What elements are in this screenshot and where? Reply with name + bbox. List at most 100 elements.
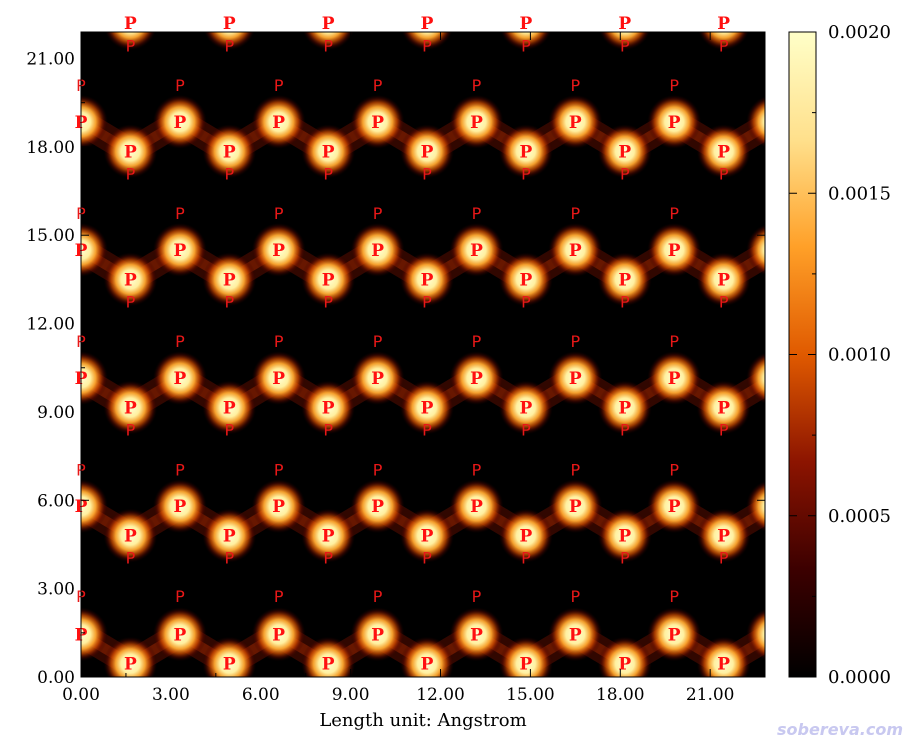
density-peak (203, 32, 255, 51)
atom-label-projected: P (422, 421, 432, 440)
density-peak (301, 252, 356, 307)
atom-label: P (124, 142, 137, 162)
density-peak (401, 32, 453, 51)
atom-label-projected: P (274, 460, 284, 479)
atom-label-projected: P (373, 332, 383, 351)
density-peak (449, 479, 504, 534)
atom-label: P (272, 369, 285, 389)
atom-label: P (421, 270, 434, 290)
atom-label-projected: P (472, 76, 482, 95)
atom-label: P (717, 527, 730, 547)
density-peak (696, 124, 751, 179)
atom-label: P (124, 655, 137, 675)
density-peak (597, 124, 652, 179)
density-peak (647, 94, 702, 149)
atom-label: P (322, 527, 335, 547)
density-peak (81, 479, 108, 534)
atom-label-projected: P (620, 549, 630, 568)
atom-label-projected: P (373, 460, 383, 479)
density-peak (152, 351, 207, 406)
atom-label: P (421, 527, 434, 547)
density-peak (350, 607, 405, 662)
density-peak (81, 222, 108, 277)
atom-label-projected: P (126, 549, 136, 568)
atom-label-projected: P (570, 204, 580, 223)
density-peak (647, 607, 702, 662)
density-peak (599, 32, 651, 51)
density-peak (498, 636, 553, 677)
atom-label-projected: P (175, 76, 185, 95)
density-peak (81, 94, 108, 149)
density-peak (202, 508, 257, 563)
atom-label: P (618, 399, 631, 419)
density-peak (103, 508, 158, 563)
density-peak (449, 222, 504, 277)
density-peak (202, 380, 257, 435)
atom-label: P (272, 497, 285, 517)
atom-label: P (520, 655, 533, 675)
x-tick-label: 9.00 (332, 685, 370, 705)
atom-label-projected: P (175, 587, 185, 606)
atom-label: P (371, 497, 384, 517)
atom-label-projected: P (274, 332, 284, 351)
plot-frame (80, 31, 766, 678)
density-peak (696, 252, 751, 307)
density-peak (548, 351, 603, 406)
atom-label-projected: P (669, 76, 679, 95)
atom-label: P (569, 241, 582, 261)
atom-label: P (223, 527, 236, 547)
atom-label: P (223, 14, 236, 34)
density-peak (498, 124, 553, 179)
colorbar-ticks: 0.0000 0.0005 0.0010 0.0015 0.0020 (789, 22, 891, 688)
atom-label-projected: P (620, 421, 630, 440)
atom-label-projected: P (570, 76, 580, 95)
density-peak (152, 479, 207, 534)
atom-label: P (421, 14, 434, 34)
atom-label: P (520, 14, 533, 34)
x-tick-label: 21.00 (686, 685, 735, 705)
density-peak (647, 222, 702, 277)
atom-label: P (717, 399, 730, 419)
atom-label: P (520, 399, 533, 419)
atom-label-projected: P (472, 587, 482, 606)
y-tick-label: 9.00 (37, 403, 75, 423)
density-peak (103, 252, 158, 307)
density-peak (597, 636, 652, 677)
x-axis-title: Length unit: Angstrom (319, 710, 526, 731)
atom-label-projected: P (323, 293, 333, 312)
atom-label: P (668, 241, 681, 261)
colorbar-tick-label: 0.0000 (828, 667, 891, 688)
atom-label-projected: P (669, 460, 679, 479)
density-peak (103, 124, 158, 179)
density-peak (350, 479, 405, 534)
atom-label: P (618, 142, 631, 162)
atom-label: P (322, 399, 335, 419)
atom-label-projected: P (175, 204, 185, 223)
density-peak (746, 96, 765, 148)
density-peak (498, 252, 553, 307)
atom-label-projected: P (719, 36, 729, 55)
density-peak (152, 94, 207, 149)
y-tick-label: 12.00 (26, 315, 75, 335)
density-peak (548, 222, 603, 277)
atom-label: P (371, 369, 384, 389)
density-peak (400, 636, 454, 677)
atom-label: P (421, 655, 434, 675)
atom-label: P (124, 14, 137, 34)
density-peak (597, 508, 652, 563)
atom-label-projected: P (521, 36, 531, 55)
density-peak (81, 607, 108, 662)
atom-label-projected: P (224, 293, 234, 312)
density-peak (104, 32, 156, 51)
atom-label-projected: P (175, 332, 185, 351)
atom-label-projected: P (126, 36, 136, 55)
atom-label-projected: P (224, 549, 234, 568)
density-peak (400, 380, 454, 435)
atom-label: P (520, 142, 533, 162)
atom-label: P (520, 270, 533, 290)
atom-label: P (124, 399, 137, 419)
atom-label: P (717, 142, 730, 162)
atom-label-projected: P (126, 164, 136, 183)
density-peak (350, 351, 405, 406)
